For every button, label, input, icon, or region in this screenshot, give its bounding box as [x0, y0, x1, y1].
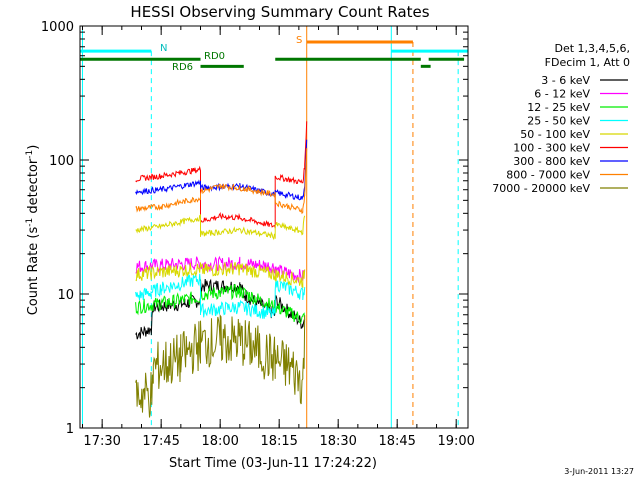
legend: Det 1,3,4,5,6, FDecim 1, Att 0 3 - 6 keV… [492, 42, 630, 195]
x-tick-label-1: 17:45 [142, 434, 179, 449]
flag-label-s: S [296, 35, 302, 46]
x-tick-label-4: 18:30 [319, 434, 356, 449]
legend-label-1: 6 - 12 keV [534, 88, 590, 101]
axes: 1 10 100 1000 17:30 17:45 18:00 18:15 18:30 18:45… [41, 20, 475, 449]
legend-header-line2: FDecim 1, Att 0 [545, 56, 630, 69]
flag-label-n: N [160, 43, 167, 54]
series-line-7 [135, 148, 308, 215]
x-tick-label-3: 18:15 [260, 434, 297, 449]
legend-label-6: 300 - 800 keV [513, 155, 590, 168]
x-tick-label-2: 18:00 [201, 434, 238, 449]
y-tick-label-3: 1000 [41, 20, 74, 35]
legend-header-line1: Det 1,3,4,5,6, [554, 42, 630, 55]
legend-label-4: 50 - 100 keV [520, 128, 590, 141]
series-line-2 [135, 284, 306, 324]
legend-label-5: 100 - 300 keV [513, 142, 590, 155]
series-line-9 [135, 313, 306, 418]
timestamp: 3-Jun-2011 13:27 [564, 467, 634, 476]
y-tick-label-1: 10 [57, 288, 74, 303]
legend-label-3: 25 - 50 keV [527, 115, 590, 128]
y-axis-label: Count Rate (s-1 detector-1) [25, 145, 41, 316]
x-tick-label-0: 17:30 [83, 434, 120, 449]
plot-frame [79, 25, 469, 429]
series-line-3 [135, 273, 306, 319]
y-tick-label-2: 100 [49, 154, 74, 169]
flag-label-rd6: RD6 [172, 62, 193, 73]
legend-label-0: 3 - 6 keV [541, 74, 590, 87]
series-line-4 [135, 261, 306, 289]
flag-label-rd0: RD0 [204, 51, 225, 62]
legend-label-8: 7000 - 20000 keV [492, 182, 590, 195]
legend-label-7: 800 - 7000 keV [506, 169, 590, 182]
legend-label-2: 12 - 25 keV [527, 101, 590, 114]
x-tick-label-5: 18:45 [378, 434, 415, 449]
flag-bars [80, 26, 468, 428]
series-group [135, 121, 308, 418]
series-line-5 [135, 121, 308, 229]
chart-title: HESSI Observing Summary Count Rates [130, 3, 429, 21]
y-tick-label-0: 1 [66, 422, 74, 437]
x-axis-label: Start Time (03-Jun-11 17:24:22) [169, 456, 377, 471]
series-line-8 [135, 214, 306, 241]
x-tick-label-6: 19:00 [437, 434, 474, 449]
